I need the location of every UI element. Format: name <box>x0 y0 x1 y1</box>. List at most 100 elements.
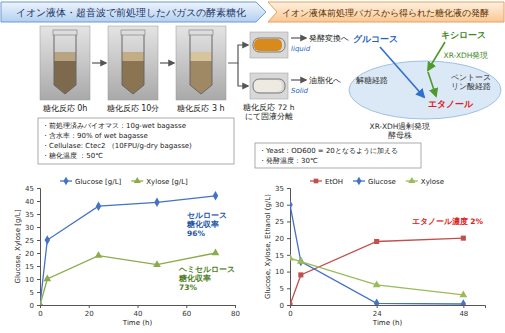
series-line <box>40 253 216 305</box>
tick-label: 10 <box>25 276 34 284</box>
tick: 25 <box>25 237 40 245</box>
tick: 20 <box>25 250 40 258</box>
marker <box>297 257 305 264</box>
arrow <box>291 79 306 80</box>
tick-label: 0 <box>30 302 34 310</box>
condition-text: ・Cellulase: Ctec2 （10FPU/g-dry bagasse) <box>42 142 192 150</box>
tick: 15 <box>25 263 40 271</box>
arrow <box>92 62 106 63</box>
tick-mark <box>89 305 90 308</box>
label-line: 73% <box>179 283 197 292</box>
node-label: ペントースリン酸経路 <box>451 73 491 91</box>
marker <box>154 198 159 207</box>
marker <box>290 254 294 261</box>
axis-title: Glucose, Xylose [g/L] <box>14 209 22 283</box>
photo-caption: 糖化反応 72 hにて固液分離 <box>243 103 294 121</box>
tick: 30 <box>25 224 40 232</box>
legend-marker <box>408 177 415 183</box>
legend: EtOH Glucose Xylose <box>310 177 444 186</box>
label-line: 96% <box>187 229 205 238</box>
tick-label: 25 <box>25 237 34 245</box>
annotation: エタノール濃度 2% <box>412 216 484 226</box>
node-label: グルコース <box>353 34 398 44</box>
tick-mark <box>37 201 40 202</box>
legend-item: Glucose [g/L] <box>60 177 122 186</box>
legend-item: Xylose <box>406 177 444 186</box>
marker <box>40 301 44 305</box>
tick-label: 48 <box>459 310 468 318</box>
series-line <box>290 258 463 295</box>
tick-label: 45 <box>25 185 34 193</box>
arrow <box>428 72 436 96</box>
legend-item: Glucose <box>353 177 396 186</box>
tube-glass <box>190 34 212 94</box>
tube-content <box>54 52 76 61</box>
y-axis: 0 5 10 15 20 25 30 35 40 45 <box>25 185 40 310</box>
marker <box>153 260 161 267</box>
chart: 0244805101520253035Time (h)Glucose, Xylo… <box>264 177 486 327</box>
tick: 35 <box>25 211 40 219</box>
tick: 60 <box>182 305 191 318</box>
conditions-box: ・前処理済みバイオマス：10g-wet bagasse・含水率：90% of w… <box>38 118 234 164</box>
label-line: 酵母株 <box>388 131 412 140</box>
photo-caption: 糖化反応 0h <box>43 104 88 113</box>
tick-mark <box>287 305 290 306</box>
tick-mark <box>37 240 40 241</box>
condition-text: ・糖化温度 ：50℃ <box>42 152 103 160</box>
condition-text: ・前処理済みバイオマス：10g-wet bagasse <box>42 122 186 130</box>
node-label: 解糖経路 <box>356 76 388 85</box>
legend-marker <box>314 179 319 184</box>
tick-label: 25 <box>275 218 284 226</box>
legend-label: Xylose <box>421 178 444 186</box>
photo-caption: 糖化反応 3 h <box>177 104 224 113</box>
tube-glass <box>253 38 285 52</box>
tick-mark <box>377 305 378 308</box>
tick: 5 <box>30 289 40 297</box>
tick-label: 60 <box>182 310 191 318</box>
axis-title: Glucose, Xylose, Ethanol (g/L) <box>264 194 272 299</box>
tube-label: liquid <box>291 45 311 53</box>
label-line: 糖化反応 72 h <box>243 103 294 112</box>
photo-frame <box>40 26 90 100</box>
marker <box>459 290 467 297</box>
x-axis: 020406080 <box>38 305 240 318</box>
photo-frame <box>250 73 288 99</box>
tube-glass <box>54 34 76 94</box>
node-label: XR-XDH過剰発現酵母株 <box>370 122 431 140</box>
tick-mark <box>138 305 139 308</box>
tick-label: 30 <box>25 224 34 232</box>
tick-label: 40 <box>25 198 34 206</box>
tick: 35 <box>275 185 290 193</box>
tick: 0 <box>38 305 42 318</box>
tick-mark <box>186 305 187 308</box>
label-line: リン酸経路 <box>451 82 491 91</box>
condition-text: ・発酵温度：30℃ <box>259 157 318 165</box>
tick-mark <box>37 292 40 293</box>
legend-item: EtOH <box>310 178 343 186</box>
tick-label: 35 <box>25 211 34 219</box>
tick-mark <box>287 205 290 206</box>
marker <box>374 299 379 305</box>
banner-arrow-left <box>1 2 266 22</box>
tick-label: 20 <box>85 310 94 318</box>
label-line: ヘミセルロース <box>178 265 235 274</box>
marker <box>373 280 381 287</box>
tube-cap <box>53 30 77 35</box>
tick-label: 20 <box>25 250 34 258</box>
tick-mark <box>37 214 40 215</box>
marker <box>212 249 220 256</box>
tick-label: 0 <box>38 310 42 318</box>
node-label: キシロース <box>441 30 486 40</box>
legend-label: Glucose <box>368 178 396 186</box>
tick-mark <box>235 305 236 308</box>
tick-mark <box>287 255 290 256</box>
axis-title: Time (h) <box>122 319 153 327</box>
tick-label: 80 <box>231 310 240 318</box>
axis-title: Time (h) <box>372 319 403 327</box>
photo-frame <box>250 32 288 58</box>
marker <box>298 272 303 277</box>
tick: 45 <box>25 185 40 193</box>
tick-mark <box>37 305 40 306</box>
photo-caption: 糖化反応 10分 <box>107 104 160 113</box>
tick: 10 <box>25 276 40 284</box>
